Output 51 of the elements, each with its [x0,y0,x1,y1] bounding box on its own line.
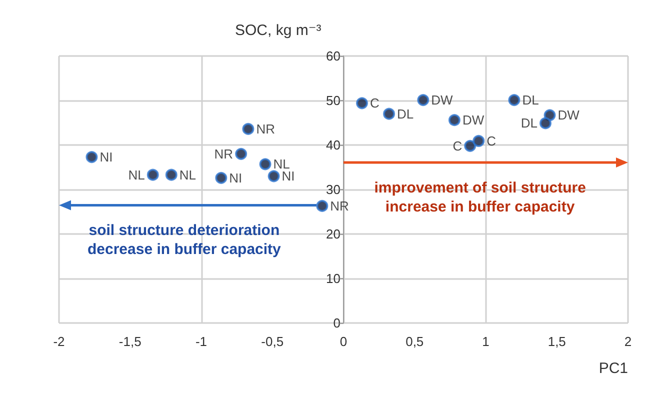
y-tick-label: 30 [326,182,340,197]
point [383,108,396,120]
point [448,114,460,126]
x-tick-label: -1 [195,334,208,349]
point [259,158,272,170]
point [235,148,248,160]
y-tick-label: 20 [326,226,340,242]
annotation: NI [229,170,242,186]
annotation: C [452,138,462,154]
point [417,94,430,106]
annotation: DW [462,112,485,128]
annotation: DL [397,106,414,122]
x-tick-label: -1,5 [118,334,142,349]
annotation: DW [431,92,454,108]
point [472,134,485,147]
annotation: C [486,133,496,148]
x-tick-label: 2 [624,334,632,349]
annotation: soil structure deterioration decrease in buffer capacity [87,222,282,258]
y-axis-title: SOC, kg m⁻³ [235,22,322,39]
point [464,140,476,152]
x-tick-label: 1 [482,334,490,349]
annotation: NI [100,150,113,165]
point [86,151,98,164]
annotation: improvement of soil structure increase in buffer capacity [374,180,586,216]
point [316,200,328,212]
x-tick-label: -2 [53,334,65,349]
point [215,172,228,184]
annotation: DW [558,108,580,123]
y-tick-label: 0 [333,316,340,330]
x-axis-title: PC1 [598,360,628,377]
point [540,117,552,130]
point [508,94,520,106]
annotation: NL [179,167,196,182]
x-tick-label: -0,5 [261,334,284,349]
point [268,170,280,182]
y-tick-label: 60 [326,48,340,64]
annotation: NR [256,121,275,136]
y-tick-label: 50 [326,93,340,108]
point [165,168,178,181]
y-tick-label: 40 [326,138,340,152]
x-tick-label: 0,5 [406,334,424,349]
point [242,122,254,135]
x-tick-label: 1,5 [548,334,566,349]
annotation: NL [128,167,145,182]
annotation: NR [214,146,234,162]
y-tick-label: 10 [326,271,340,286]
point [146,168,159,181]
annotation: C [370,96,380,111]
point [356,97,368,110]
annotation: DL [520,116,538,131]
annotation: DL [522,92,539,108]
